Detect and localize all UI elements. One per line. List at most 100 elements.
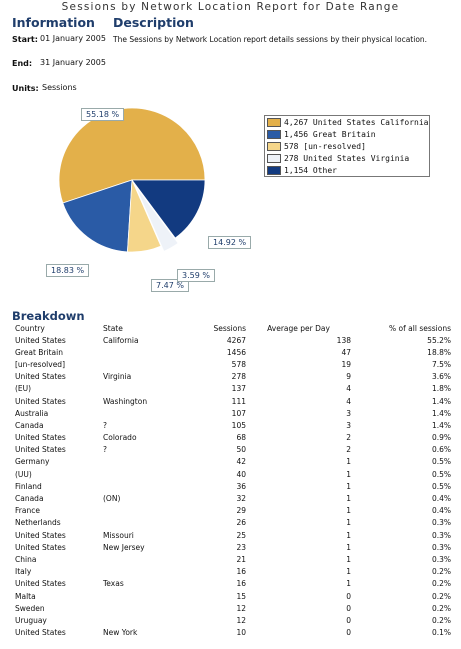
cell-state — [103, 346, 183, 358]
table-row: United States Virginia 278 9 3.6% — [12, 371, 451, 383]
cell-country: France — [15, 506, 40, 516]
cell-state — [103, 590, 183, 602]
cell-state — [103, 614, 183, 626]
cell-country: China — [15, 554, 37, 564]
table-row: Uruguay 12 0 0.2% — [12, 614, 451, 626]
cell-sessions: 29 — [236, 506, 246, 516]
table-row: (UU) 40 1 0.5% — [12, 468, 451, 480]
cell-average-per-day: 0 — [346, 628, 351, 638]
cell-country: Sweden — [15, 603, 45, 613]
cell-sessions: 15 — [236, 591, 246, 601]
cell-country: United States — [15, 628, 66, 638]
cell-percent-sessions: 0.5% — [431, 457, 451, 467]
cell-state: Washington — [103, 396, 148, 406]
table-row: [un-resolved] 578 19 7.5% — [12, 358, 451, 370]
cell-sessions: 16 — [236, 567, 246, 577]
cell-percent-sessions: 7.5% — [431, 359, 451, 369]
cell-country: Canada — [15, 420, 44, 430]
cell-average-per-day: 1 — [346, 457, 351, 467]
cell-average-per-day: 0 — [346, 591, 351, 601]
cell-sessions: 10 — [236, 628, 246, 638]
cell-sessions: 107 — [231, 408, 246, 418]
units-value: Sessions — [42, 83, 77, 92]
pie-slice — [127, 179, 162, 253]
cell-percent-sessions: 0.5% — [431, 481, 451, 491]
legend-label: 1,154 Other — [284, 165, 337, 175]
cell-country: Germany — [15, 457, 50, 467]
cell-state: New York — [103, 628, 138, 638]
pie-slice — [62, 179, 133, 253]
cell-state — [103, 517, 183, 529]
cell-percent-sessions: 0.2% — [431, 579, 451, 589]
cell-country: United States — [15, 542, 66, 552]
cell-average-per-day: 1 — [346, 481, 351, 491]
start-value: 01 January 2005 — [40, 34, 106, 43]
slice-percent-label: 18.83 % — [46, 264, 90, 277]
cell-country: Finland — [15, 481, 42, 491]
table-row: Malta 15 0 0.2% — [12, 590, 451, 602]
cell-average-per-day: 1 — [346, 506, 351, 516]
cell-sessions: 12 — [236, 603, 246, 613]
cell-state: New Jersey — [103, 542, 145, 552]
cell-sessions: 42 — [236, 457, 246, 467]
cell-percent-sessions: 0.6% — [431, 445, 451, 455]
cell-sessions: 4267 — [226, 335, 246, 345]
legend-swatch — [267, 117, 281, 127]
start-label: Start: — [12, 35, 38, 44]
cell-average-per-day: 47 — [341, 347, 351, 357]
pie-slice — [131, 179, 206, 239]
cell-average-per-day: 4 — [346, 396, 351, 406]
cell-percent-sessions: 55.2% — [427, 335, 451, 345]
cell-state — [103, 505, 183, 517]
cell-sessions: 32 — [236, 494, 246, 504]
cell-country: United States — [15, 579, 66, 589]
legend-swatch — [267, 153, 281, 163]
cell-sessions: 25 — [236, 530, 246, 540]
cell-percent-sessions: 0.3% — [431, 518, 451, 528]
table-row: (EU) 137 4 1.8% — [12, 383, 451, 395]
cell-average-per-day: 2 — [346, 433, 351, 443]
cell-country: United States — [15, 372, 66, 382]
cell-average-per-day: 9 — [346, 372, 351, 382]
cell-percent-sessions: 0.2% — [431, 603, 451, 613]
cell-state: Missouri — [103, 530, 134, 540]
cell-country: Canada — [15, 494, 44, 504]
legend-label: 278 United States Virginia — [284, 153, 410, 163]
table-row: United States New York 10 0 0.1% — [12, 627, 451, 639]
cell-average-per-day: 138 — [336, 335, 351, 345]
legend-entry: 1,154 Other — [265, 164, 429, 176]
report-title: Sessions by Network Location Report for … — [61, 1, 400, 13]
cell-sessions: 137 — [231, 384, 246, 394]
table-row: United States California 4267 138 55.2% — [12, 334, 451, 346]
cell-country: Great Britain — [15, 347, 63, 357]
cell-average-per-day: 1 — [346, 469, 351, 479]
slice-percent-label: 3.59 % — [177, 269, 215, 282]
cell-state — [103, 383, 183, 395]
slice-percent-label: 7.47 % — [151, 279, 189, 292]
cell-percent-sessions: 0.3% — [431, 530, 451, 540]
table-row: Canada (ON) 32 1 0.4% — [12, 492, 451, 504]
cell-country: United States — [15, 530, 66, 540]
legend-entry: 4,267 United States California — [265, 116, 429, 128]
cell-average-per-day: 1 — [346, 579, 351, 589]
cell-sessions: 21 — [236, 554, 246, 564]
cell-sessions: 68 — [236, 433, 246, 443]
cell-country: (EU) — [15, 384, 32, 394]
legend-entry: 578 [un-resolved] — [265, 140, 429, 152]
cell-state: ? — [103, 445, 107, 455]
cell-percent-sessions: 1.4% — [431, 396, 451, 406]
table-row: United States? 50 2 0.6% — [12, 444, 451, 456]
cell-state — [103, 456, 183, 468]
cell-country: United States — [15, 433, 66, 443]
cell-country: United States — [15, 335, 66, 345]
cell-average-per-day: 1 — [346, 518, 351, 528]
information-heading: Information — [12, 15, 95, 30]
cell-percent-sessions: 1.4% — [431, 420, 451, 430]
cell-sessions: 23 — [236, 542, 246, 552]
legend-swatch — [267, 129, 281, 139]
cell-average-per-day: 2 — [346, 445, 351, 455]
units-label: Units: — [12, 84, 39, 93]
table-row: United States Washington 111 4 1.4% — [12, 395, 451, 407]
table-row: Italy 16 1 0.2% — [12, 566, 451, 578]
cell-state: Virginia — [103, 372, 132, 382]
